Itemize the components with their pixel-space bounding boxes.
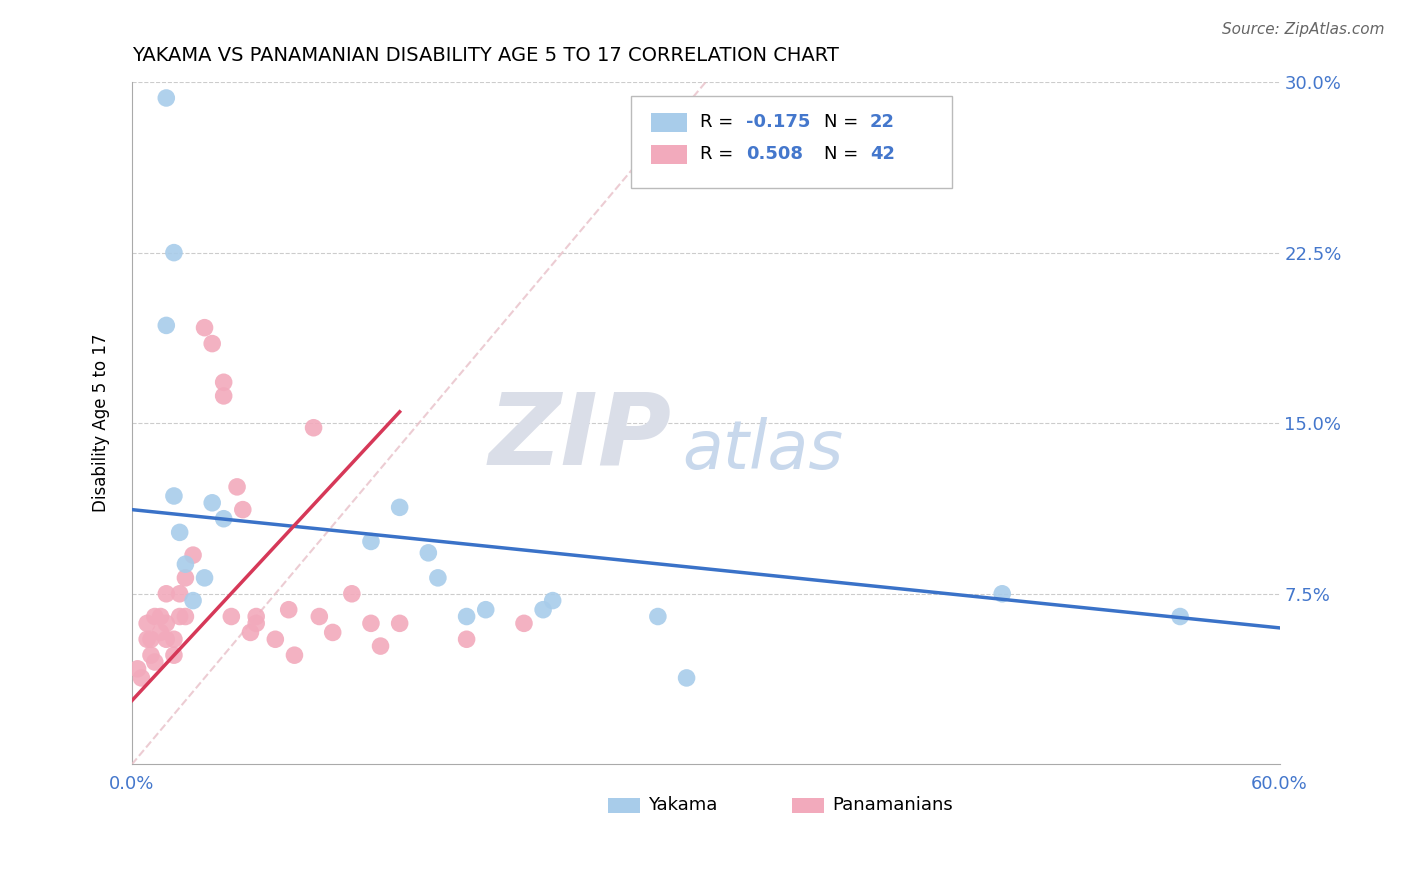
Point xyxy=(174,571,197,585)
Point xyxy=(212,389,235,403)
Point xyxy=(139,648,162,663)
Point xyxy=(136,632,159,647)
Point xyxy=(201,336,224,351)
Bar xyxy=(651,112,688,132)
Text: Panamanians: Panamanians xyxy=(832,797,953,814)
Text: R =: R = xyxy=(700,145,740,163)
Point xyxy=(388,616,411,631)
Y-axis label: Disability Age 5 to 17: Disability Age 5 to 17 xyxy=(93,334,110,512)
Point xyxy=(136,616,159,631)
Point xyxy=(456,632,478,647)
Point xyxy=(221,609,243,624)
Point xyxy=(149,625,172,640)
Point xyxy=(193,571,215,585)
Point xyxy=(149,609,172,624)
Point xyxy=(174,558,197,572)
Point xyxy=(340,587,363,601)
Point xyxy=(155,91,177,105)
Point xyxy=(155,632,177,647)
Point xyxy=(201,496,224,510)
Point xyxy=(388,500,411,515)
Point xyxy=(193,320,215,334)
Point xyxy=(181,548,204,562)
Point xyxy=(226,480,249,494)
Point xyxy=(155,616,177,631)
Point xyxy=(531,603,554,617)
Text: 42: 42 xyxy=(870,145,894,163)
Point xyxy=(322,625,344,640)
Point xyxy=(360,534,382,549)
Text: 0.508: 0.508 xyxy=(745,145,803,163)
Point xyxy=(308,609,330,624)
Bar xyxy=(792,798,824,814)
Text: R =: R = xyxy=(700,113,740,131)
Point xyxy=(169,587,191,601)
Text: Source: ZipAtlas.com: Source: ZipAtlas.com xyxy=(1222,22,1385,37)
Point xyxy=(991,587,1014,601)
Text: N =: N = xyxy=(824,113,863,131)
Text: Yakama: Yakama xyxy=(648,797,717,814)
Point xyxy=(302,421,325,435)
Point xyxy=(163,245,186,260)
Point xyxy=(163,632,186,647)
Text: ZIP: ZIP xyxy=(488,388,671,485)
Text: N =: N = xyxy=(824,145,863,163)
Point xyxy=(212,512,235,526)
Point xyxy=(264,632,287,647)
Point xyxy=(169,525,191,540)
Point xyxy=(456,609,478,624)
Text: -0.175: -0.175 xyxy=(745,113,810,131)
FancyBboxPatch shape xyxy=(631,95,952,188)
Point xyxy=(139,632,162,647)
Point xyxy=(239,625,262,640)
Point xyxy=(169,609,191,624)
Point xyxy=(675,671,697,685)
Point xyxy=(647,609,669,624)
Point xyxy=(174,609,197,624)
Point xyxy=(541,593,564,607)
Point xyxy=(155,318,177,333)
Point xyxy=(283,648,305,663)
Text: atlas: atlas xyxy=(683,417,844,483)
Point xyxy=(1168,609,1191,624)
Point xyxy=(131,671,153,685)
Bar xyxy=(651,145,688,164)
Point xyxy=(245,616,267,631)
Bar xyxy=(609,798,640,814)
Point xyxy=(426,571,449,585)
Text: 22: 22 xyxy=(870,113,894,131)
Point xyxy=(232,502,254,516)
Text: YAKAMA VS PANAMANIAN DISABILITY AGE 5 TO 17 CORRELATION CHART: YAKAMA VS PANAMANIAN DISABILITY AGE 5 TO… xyxy=(132,46,839,65)
Point xyxy=(212,376,235,390)
Point xyxy=(360,616,382,631)
Point xyxy=(155,587,177,601)
Point xyxy=(245,609,267,624)
Point xyxy=(143,609,166,624)
Point xyxy=(127,662,149,676)
Point xyxy=(370,639,392,653)
Point xyxy=(418,546,440,560)
Point xyxy=(513,616,536,631)
Point xyxy=(163,648,186,663)
Point xyxy=(277,603,299,617)
Point xyxy=(474,603,496,617)
Point xyxy=(181,593,204,607)
Point xyxy=(163,489,186,503)
Point xyxy=(143,655,166,669)
